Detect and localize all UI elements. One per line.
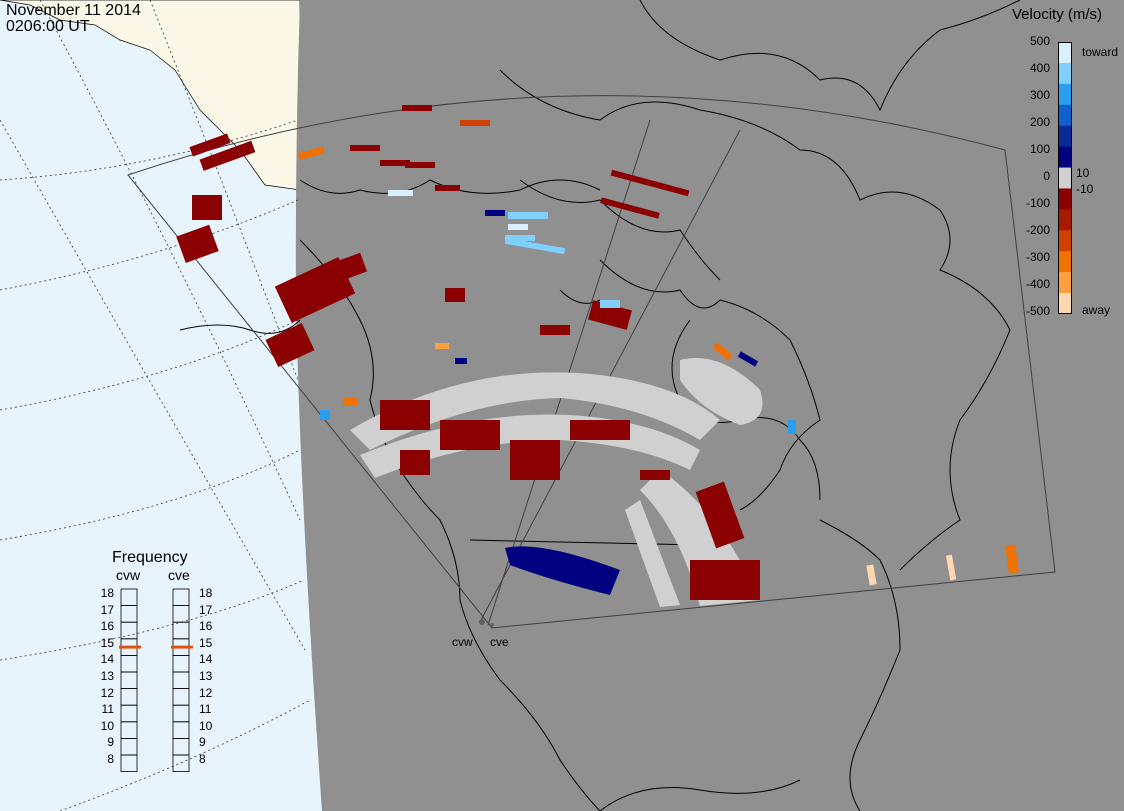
ionospheric-scatter (176, 105, 760, 600)
frequency-scale-right: 10 (199, 718, 213, 733)
frequency-scale-left: 10 (100, 718, 114, 733)
date-label: November 11 2014 (6, 2, 141, 19)
frequency-selected-marker (171, 645, 193, 649)
frequency-scale-right: 11 (199, 702, 212, 717)
colorbar-segment (1058, 104, 1072, 127)
frequency-cell (120, 655, 138, 673)
frequency-scale-right: 13 (199, 669, 213, 683)
colorbar-segment (1058, 146, 1072, 169)
frequency-cell (172, 621, 190, 640)
frequency-cell (120, 737, 138, 756)
frequency-scale-left: 9 (107, 735, 114, 750)
frequency-cell (120, 754, 138, 773)
velocity-tick-label: 400 (1029, 61, 1050, 75)
colorbar-segment (1058, 251, 1072, 273)
frequency-scale-left: 14 (100, 652, 114, 667)
coastlines (179, 0, 1021, 811)
colorbar-segment (1058, 83, 1072, 106)
frequency-scale-right: 15 (199, 635, 213, 650)
frequency-cell (172, 737, 190, 756)
frequency-scale-right: 9 (199, 735, 206, 750)
velocity-tick-label: -500 (1025, 304, 1050, 318)
colorbar-segment (1058, 209, 1072, 231)
frequency-selected-marker (119, 645, 141, 649)
away-label: away (1082, 303, 1111, 317)
frequency-radar-cvw: cvw (116, 567, 141, 583)
frequency-scale-left: 18 (100, 586, 114, 600)
frequency-scale-right: 18 (199, 586, 213, 600)
frequency-cell (172, 704, 190, 723)
velocity-tick-label: -100 (1025, 196, 1050, 210)
colorbar-segment (1058, 188, 1072, 210)
frequency-cell (120, 588, 138, 607)
frequency-scale-left: 8 (107, 752, 114, 766)
frequency-scale-left: 16 (100, 619, 114, 634)
velocity-tick-label: 200 (1029, 115, 1050, 129)
frequency-scale-left: 11 (101, 702, 114, 717)
frequency-cell (120, 671, 138, 690)
velocity-tick-label: -200 (1025, 223, 1050, 237)
frequency-cell (120, 688, 138, 706)
velocity-tick-label: 300 (1029, 88, 1050, 102)
site-label-cve: cve (490, 635, 509, 649)
velocity-tick-label: -10 (1076, 182, 1094, 196)
velocity-colorbar (1058, 42, 1072, 314)
frequency-cell (172, 671, 190, 690)
colorbar-segment (1058, 125, 1072, 148)
graticule (0, 0, 311, 811)
frequency-gauges (119, 588, 193, 773)
frequency-scale-right: 14 (199, 652, 213, 667)
site-cvw-marker (479, 619, 485, 625)
frequency-scale-right: 8 (199, 752, 206, 766)
frequency-scale-left: 17 (100, 602, 114, 617)
velocity-tick-label: -300 (1025, 250, 1050, 264)
frequency-cell (120, 704, 138, 723)
frequency-cell (120, 721, 138, 739)
frequency-cell (172, 588, 190, 607)
frequency-cell (172, 605, 190, 623)
frequency-scale-right: 12 (199, 685, 213, 700)
frequency-cell (172, 721, 190, 739)
toward-scatter (320, 190, 796, 595)
time-label: 0206:00 UT (6, 18, 90, 35)
frequency-cell (120, 605, 138, 623)
velocity-tick-label: 0 (1043, 169, 1050, 183)
frequency-radar-cve: cve (168, 567, 190, 583)
frequency-cell (172, 754, 190, 773)
frequency-scale-left: 12 (100, 685, 114, 700)
velocity-tick-label: 10 (1076, 166, 1090, 180)
velocity-tick-label: 100 (1029, 142, 1050, 156)
colorbar-segment (1058, 167, 1072, 189)
frequency-scale-left: 13 (100, 669, 114, 683)
frequency-cell (172, 688, 190, 706)
colorbar-segment (1058, 272, 1072, 294)
frequency-title: Frequency (112, 549, 188, 566)
colorbar-segment (1058, 230, 1072, 252)
colorbar-segment (1058, 293, 1072, 314)
velocity-legend-title: Velocity (m/s) (1012, 6, 1103, 23)
frequency-scale-right: 17 (199, 602, 213, 617)
velocity-tick-label: -400 (1025, 277, 1050, 291)
velocity-tick-label: 500 (1029, 34, 1050, 48)
frequency-cell (172, 655, 190, 673)
frequency-scale-right: 16 (199, 619, 213, 634)
toward-label: toward (1082, 45, 1119, 59)
away-scatter (297, 120, 1019, 586)
site-label-cvw: cvw (452, 635, 473, 649)
colorbar-segment (1058, 62, 1072, 85)
site-cve-marker (490, 623, 494, 627)
frequency-cell (120, 621, 138, 640)
frequency-scale-left: 15 (100, 635, 114, 650)
colorbar-segment (1058, 42, 1072, 64)
